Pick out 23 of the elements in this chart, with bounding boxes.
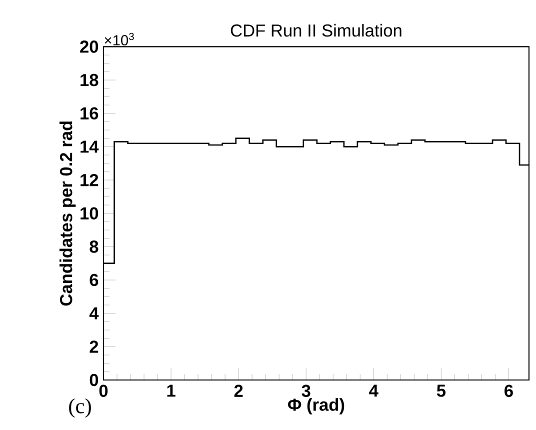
x-tick-label: 5	[436, 384, 446, 397]
y-tick-label: 18	[80, 74, 98, 86]
y-tick-label: 20	[80, 40, 98, 53]
x-tick-label: 3	[302, 384, 310, 397]
y-tick-label: 2	[90, 340, 98, 353]
x-tick-label: 2	[234, 384, 243, 397]
y-tick-label: 0	[90, 374, 98, 386]
x-axis-title: Φ (rad)	[288, 398, 344, 414]
text: ×10$^{3}$	[104, 32, 134, 46]
y-tick-label: 6	[90, 274, 98, 286]
x-tick-label: 4	[369, 384, 378, 397]
x-tick-label: 0	[99, 384, 108, 397]
y-tick-label: 10	[80, 207, 98, 220]
y-tick-label: 14	[80, 140, 99, 153]
x-tick-label: 1	[167, 384, 176, 397]
chart-title: CDF Run II Simulation	[230, 24, 402, 37]
y-tick-label: 8	[90, 240, 98, 253]
y-tick-label: 12	[80, 174, 98, 186]
text: (c)	[69, 398, 91, 418]
y-tick-label: 16	[80, 107, 98, 120]
y-tick-label: 4	[89, 307, 99, 320]
x-tick-label: 6	[504, 384, 513, 397]
y-axis-title: Candidates per 0.2 rad	[60, 122, 76, 306]
